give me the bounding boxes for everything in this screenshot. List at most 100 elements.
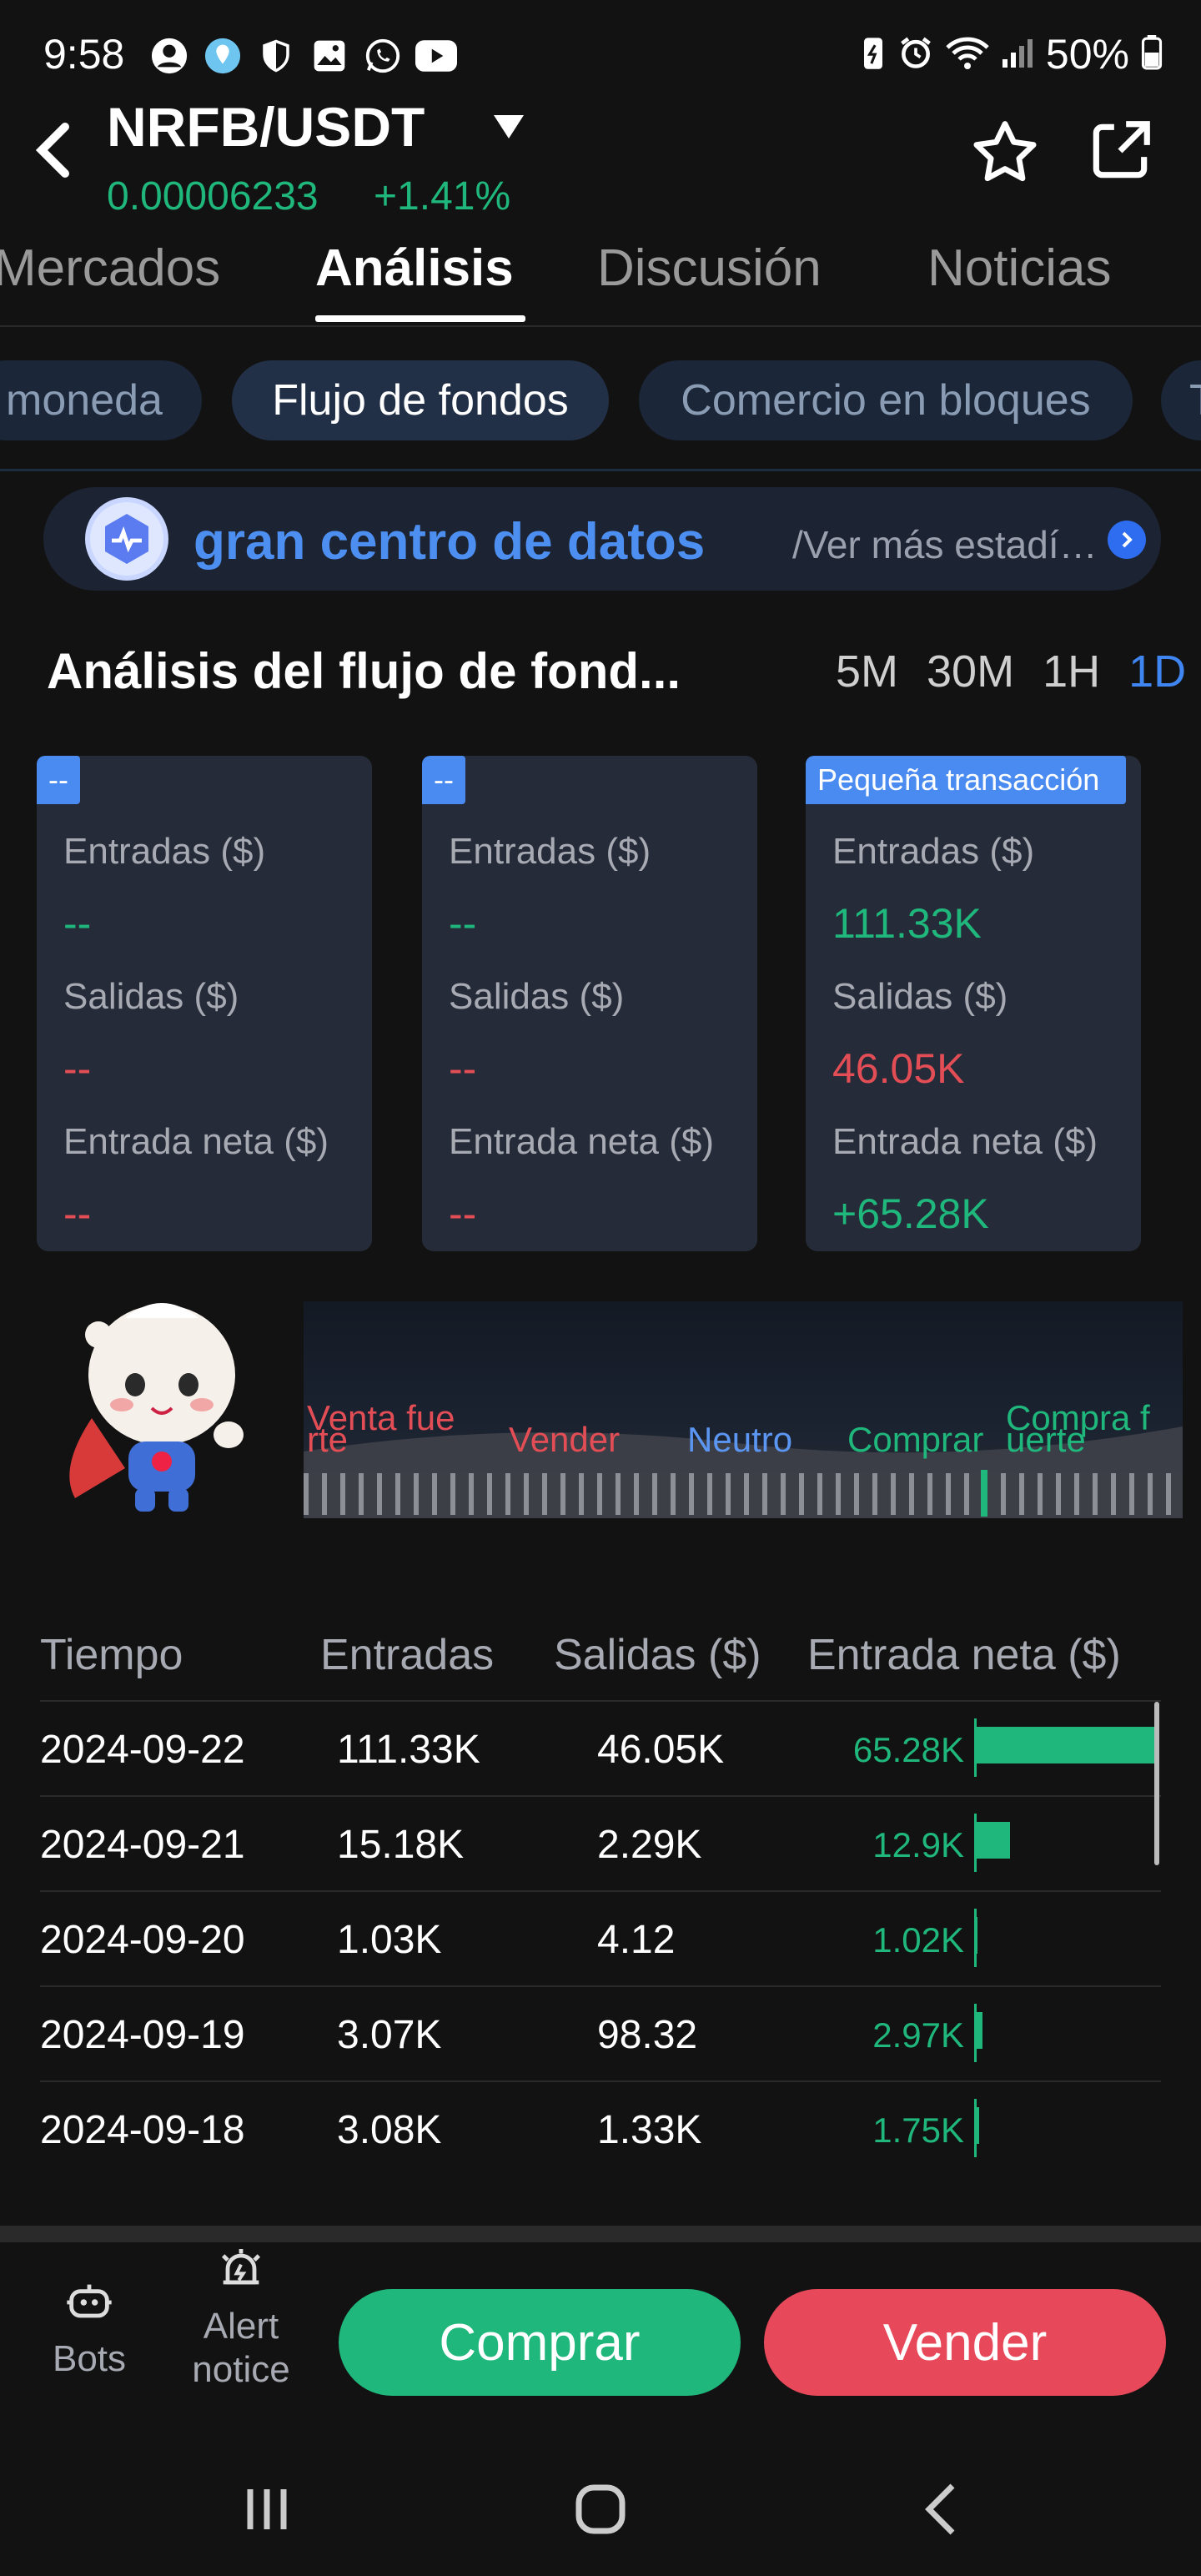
- inflow-value: 111.33K: [832, 900, 982, 947]
- cell-net: 1.75K: [872, 2111, 964, 2150]
- net-bar: [974, 1917, 977, 1954]
- table-row: 2024-09-18 3.08K 1.33K 1.75K: [0, 2080, 1201, 2176]
- bottom-divider: [0, 2226, 1201, 2242]
- data-center-icon: [85, 497, 168, 581]
- row-divider: [40, 2080, 1161, 2082]
- tab-discusion[interactable]: Discusión: [597, 239, 822, 297]
- cell-time: 2024-09-19: [40, 2013, 245, 2057]
- card-badge: --: [37, 756, 80, 804]
- battery-icon: [1141, 34, 1163, 74]
- chip-flujo-de-fondos[interactable]: Flujo de fondos: [232, 360, 609, 440]
- cell-outflow: 2.29K: [597, 1823, 702, 1867]
- cell-outflow: 46.05K: [597, 1728, 725, 1772]
- sentiment-strong-buy-label: Compra f: [1006, 1398, 1150, 1437]
- tab-analisis[interactable]: Análisis: [315, 239, 514, 297]
- cell-outflow: 4.12: [597, 1918, 676, 1962]
- table-row: 2024-09-20 1.03K 4.12 1.02K: [0, 1890, 1201, 1985]
- bottom-action-bar: Bots Alert notice Comprar Vender: [0, 2242, 1201, 2443]
- location-icon: [202, 35, 244, 77]
- nav-back-icon[interactable]: [909, 2476, 976, 2543]
- status-time: 9:58: [43, 31, 125, 78]
- chevron-right-icon[interactable]: [1108, 521, 1146, 559]
- tab-noticias[interactable]: Noticias: [927, 239, 1112, 297]
- buy-button[interactable]: Comprar: [339, 2289, 741, 2396]
- row-divider: [40, 1795, 1161, 1797]
- col-inflow: Entradas: [320, 1631, 495, 1679]
- cell-outflow: 98.32: [597, 2013, 698, 2057]
- back-arrow-icon[interactable]: [32, 117, 73, 184]
- cell-inflow: 1.03K: [337, 1918, 442, 1962]
- system-nav-bar: [0, 2443, 1201, 2576]
- alert-label-2: notice: [192, 2349, 290, 2390]
- net-bar: [974, 2012, 982, 2049]
- col-time: Tiempo: [40, 1631, 183, 1679]
- chip-comercio-en-bloques[interactable]: Comercio en bloques: [639, 360, 1133, 440]
- inflow-label: Entradas ($): [63, 831, 266, 872]
- active-tab-indicator: [315, 315, 525, 322]
- chip-divider: [0, 469, 1201, 471]
- chip-more[interactable]: T: [1161, 360, 1201, 440]
- period-30m[interactable]: 30M: [927, 647, 1015, 697]
- net-bar: [974, 1727, 1156, 1763]
- cell-inflow: 111.33K: [337, 1728, 480, 1772]
- recent-apps-icon[interactable]: [234, 2476, 300, 2543]
- period-1h[interactable]: 1H: [1043, 647, 1101, 697]
- tab-mercados[interactable]: Mercados: [0, 239, 221, 297]
- alert-notice-button[interactable]: Alert notice: [178, 2242, 304, 2392]
- system-icons: 50%: [861, 30, 1163, 78]
- sentiment-strong-buy-label-2: uerte: [1006, 1420, 1086, 1459]
- bots-button[interactable]: Bots: [43, 2276, 135, 2380]
- cell-net: 1.02K: [872, 1920, 964, 1960]
- net-bar: [974, 2107, 979, 2144]
- sentiment-buy-label: Comprar: [847, 1420, 984, 1459]
- inflow-value: --: [449, 900, 477, 947]
- flow-card: -- Entradas ($) -- Salidas ($) -- Entrad…: [37, 756, 372, 1251]
- alarm-icon: [897, 34, 934, 75]
- col-net: Entrada neta ($): [807, 1631, 1121, 1679]
- notification-icons: [148, 35, 457, 77]
- flow-card: -- Entradas ($) -- Salidas ($) -- Entrad…: [422, 756, 757, 1251]
- cell-outflow: 1.33K: [597, 2108, 702, 2152]
- net-label: Entrada neta ($): [63, 1121, 329, 1162]
- section-title: Análisis del flujo de fond...: [47, 643, 681, 699]
- share-icon[interactable]: [1084, 115, 1156, 187]
- outflow-value: 46.05K: [832, 1045, 965, 1092]
- outflow-label: Salidas ($): [449, 976, 625, 1017]
- sentiment-marker: [980, 1470, 987, 1517]
- table-header: Tiempo Entradas Salidas ($) Entrada neta…: [0, 1605, 1201, 1697]
- period-selector: 5M 30M 1H 1D: [836, 646, 1186, 697]
- banner-title: gran centro de datos: [193, 513, 706, 571]
- status-bar: 9:58 50%: [0, 0, 1201, 108]
- sell-button[interactable]: Vender: [764, 2289, 1166, 2396]
- whatsapp-icon: [362, 35, 404, 77]
- price-change: +1.41%: [374, 174, 511, 217]
- alert-bell-icon: [221, 2249, 261, 2285]
- sentiment-strong-sell-label-2: rte: [307, 1420, 349, 1459]
- pair-header: NRFB/USDT 0.00006233 +1.41%: [0, 92, 1201, 217]
- pair-title[interactable]: NRFB/USDT: [107, 96, 425, 158]
- inflow-label: Entradas ($): [832, 831, 1035, 872]
- table-scrollbar[interactable]: [1154, 1702, 1159, 1865]
- cell-inflow: 15.18K: [337, 1823, 465, 1867]
- card-badge: Pequeña transacción: [806, 756, 1126, 804]
- main-tabs: Mercados Análisis Discusión Noticias: [0, 219, 1201, 327]
- outflow-label: Salidas ($): [832, 976, 1008, 1017]
- signal-icon: [1001, 36, 1034, 73]
- net-label: Entrada neta ($): [832, 1121, 1098, 1162]
- cell-inflow: 3.08K: [337, 2108, 442, 2152]
- pair-dropdown-icon[interactable]: [490, 112, 527, 146]
- net-value: +65.28K: [832, 1190, 989, 1237]
- mascot-illustration: [58, 1285, 267, 1518]
- data-center-banner[interactable]: gran centro de datos /Ver más estadístic…: [43, 487, 1161, 591]
- shield-icon: [255, 35, 297, 77]
- period-5m[interactable]: 5M: [836, 647, 899, 697]
- home-icon[interactable]: [567, 2476, 634, 2543]
- row-divider: [40, 1700, 1161, 1702]
- table-row: 2024-09-21 15.18K 2.29K 12.9K: [0, 1795, 1201, 1890]
- banner-subtitle: /Ver más estadísticas: [792, 523, 1101, 566]
- favorite-star-icon[interactable]: [967, 115, 1043, 190]
- cell-time: 2024-09-22: [40, 1728, 245, 1772]
- table-row: 2024-09-19 3.07K 98.32 2.97K: [0, 1985, 1201, 2080]
- period-1d[interactable]: 1D: [1128, 647, 1187, 697]
- chip-moneda[interactable]: moneda: [0, 360, 202, 440]
